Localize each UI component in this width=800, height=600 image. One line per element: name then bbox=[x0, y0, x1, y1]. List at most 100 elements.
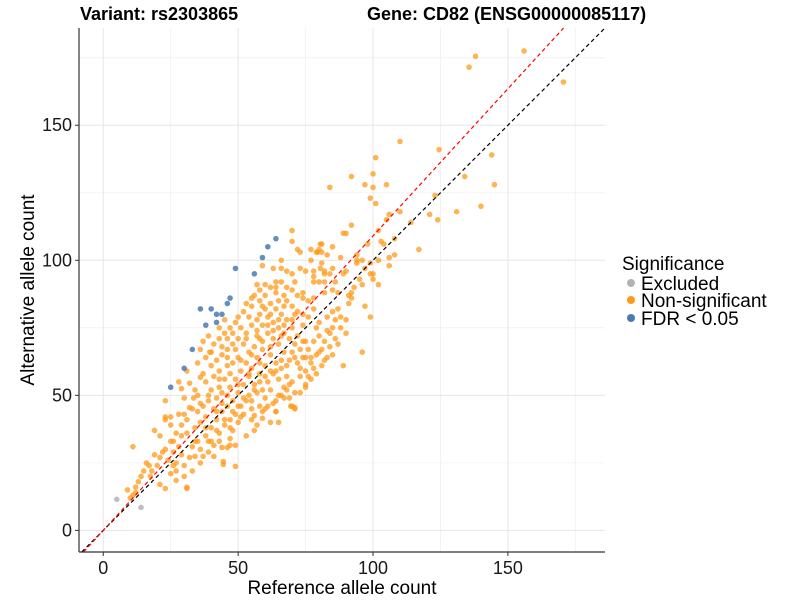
data-point-non-significant bbox=[335, 341, 341, 347]
data-point-non-significant bbox=[259, 322, 266, 328]
legend-label-excluded: Excluded bbox=[641, 274, 719, 295]
data-point-non-significant bbox=[202, 354, 209, 361]
data-point-non-significant bbox=[310, 338, 317, 345]
data-point-non-significant bbox=[291, 279, 298, 285]
data-point-non-significant bbox=[216, 384, 223, 391]
data-point-non-significant bbox=[329, 352, 336, 358]
chart-title-gene: Gene: CD82 (ENSG00000085117) bbox=[367, 4, 646, 24]
data-point-non-significant bbox=[317, 265, 324, 272]
data-point-non-significant bbox=[232, 346, 239, 353]
data-point-non-significant bbox=[267, 300, 274, 307]
data-point-non-significant bbox=[348, 289, 355, 296]
data-point-non-significant bbox=[327, 343, 333, 350]
data-point-non-significant bbox=[283, 284, 290, 291]
data-point-non-significant bbox=[259, 346, 266, 353]
data-point-non-significant bbox=[289, 270, 295, 277]
data-point-non-significant bbox=[262, 292, 268, 299]
data-point-non-significant bbox=[267, 387, 274, 393]
data-point-non-significant bbox=[305, 298, 312, 304]
data-point-non-significant bbox=[302, 381, 309, 388]
data-point-non-significant bbox=[300, 295, 306, 301]
data-point-non-significant bbox=[181, 395, 187, 401]
data-point-non-significant bbox=[232, 319, 239, 326]
data-point-non-significant bbox=[243, 433, 250, 439]
data-point-non-significant bbox=[254, 333, 260, 339]
data-point-non-significant bbox=[386, 254, 393, 261]
data-point-excluded bbox=[138, 504, 144, 511]
data-point-non-significant bbox=[197, 400, 204, 407]
data-point-non-significant bbox=[278, 265, 285, 272]
data-point-non-significant bbox=[291, 341, 298, 347]
data-point-non-significant bbox=[208, 349, 214, 355]
data-point-non-significant bbox=[248, 322, 255, 328]
data-point-non-significant bbox=[278, 357, 285, 364]
data-point-fdr bbox=[167, 384, 174, 391]
data-point-non-significant bbox=[327, 184, 333, 191]
x-tick-label: 0 bbox=[98, 558, 108, 578]
data-point-non-significant bbox=[383, 181, 390, 188]
data-point-non-significant bbox=[314, 249, 321, 255]
data-point-non-significant bbox=[229, 341, 236, 347]
data-point-non-significant bbox=[386, 262, 393, 269]
data-point-non-significant bbox=[432, 192, 438, 199]
data-point-non-significant bbox=[205, 438, 212, 445]
data-point-non-significant bbox=[297, 265, 303, 272]
data-point-non-significant bbox=[318, 362, 325, 369]
y-tick-label: 50 bbox=[52, 385, 72, 405]
data-point-non-significant bbox=[176, 443, 182, 450]
data-point-non-significant bbox=[281, 349, 287, 355]
data-point-non-significant bbox=[227, 384, 233, 391]
data-point-non-significant bbox=[140, 468, 147, 474]
data-point-non-significant bbox=[259, 387, 266, 393]
data-point-non-significant bbox=[176, 379, 182, 385]
data-point-non-significant bbox=[211, 442, 217, 449]
data-point-non-significant bbox=[227, 370, 233, 377]
data-point-non-significant bbox=[381, 241, 387, 247]
data-point-non-significant bbox=[453, 208, 460, 215]
data-point-non-significant bbox=[246, 392, 252, 399]
data-point-non-significant bbox=[283, 362, 290, 369]
data-point-non-significant bbox=[375, 281, 382, 288]
data-point-non-significant bbox=[308, 354, 314, 361]
data-point-non-significant bbox=[219, 343, 225, 350]
data-point-non-significant bbox=[305, 314, 312, 320]
data-point-fdr bbox=[265, 243, 271, 250]
data-point-non-significant bbox=[202, 433, 209, 439]
data-point-non-significant bbox=[240, 341, 247, 347]
data-point-non-significant bbox=[192, 424, 198, 431]
data-point-non-significant bbox=[302, 268, 309, 274]
data-point-non-significant bbox=[251, 381, 258, 388]
data-point-non-significant bbox=[238, 357, 244, 364]
data-point-non-significant bbox=[461, 173, 468, 180]
data-point-non-significant bbox=[345, 300, 352, 307]
data-point-non-significant bbox=[416, 246, 422, 253]
data-point-non-significant bbox=[313, 370, 320, 377]
data-point-non-significant bbox=[202, 414, 209, 420]
data-point-non-significant bbox=[286, 395, 293, 401]
data-point-non-significant bbox=[151, 427, 158, 434]
legend-swatch-excluded bbox=[627, 279, 635, 287]
legend-label-non-significant: Non-significant bbox=[641, 291, 767, 312]
data-point-non-significant bbox=[235, 403, 241, 409]
data-point-non-significant bbox=[308, 360, 314, 366]
data-point-non-significant bbox=[248, 303, 255, 310]
data-point-non-significant bbox=[267, 352, 274, 358]
data-point-non-significant bbox=[281, 303, 287, 310]
x-tick-label: 100 bbox=[358, 558, 388, 578]
data-point-non-significant bbox=[132, 484, 139, 490]
reference-line-identity bbox=[81, 27, 606, 553]
data-point-non-significant bbox=[521, 48, 527, 54]
data-point-non-significant bbox=[297, 249, 303, 255]
data-point-non-significant bbox=[224, 346, 231, 353]
data-point-non-significant bbox=[221, 316, 228, 323]
data-point-non-significant bbox=[281, 384, 287, 391]
data-point-non-significant bbox=[248, 416, 255, 423]
data-point-non-significant bbox=[283, 373, 290, 380]
data-point-non-significant bbox=[478, 203, 484, 210]
data-point-non-significant bbox=[300, 338, 306, 345]
data-point-non-significant bbox=[340, 362, 347, 369]
legend-item-fdr: FDR < 0.05 bbox=[627, 309, 739, 330]
data-point-non-significant bbox=[278, 311, 285, 318]
data-point-non-significant bbox=[243, 330, 250, 337]
data-point-non-significant bbox=[283, 298, 290, 304]
